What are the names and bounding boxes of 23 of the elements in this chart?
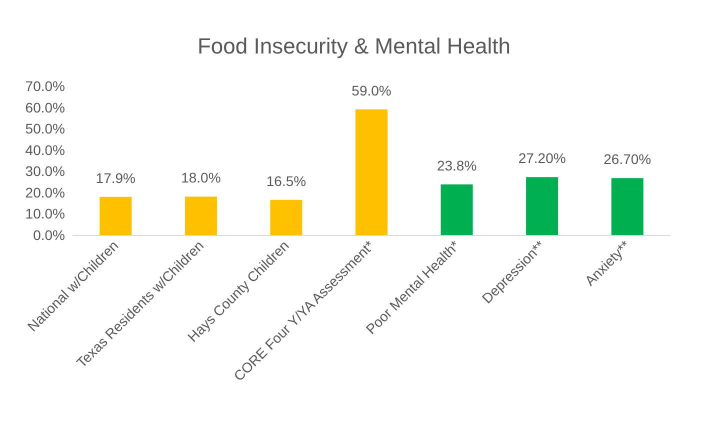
bar bbox=[270, 200, 302, 235]
data-label: 18.0% bbox=[181, 170, 221, 186]
bar bbox=[526, 177, 558, 235]
data-label: 26.70% bbox=[604, 151, 652, 168]
data-label: 17.9% bbox=[96, 170, 136, 186]
data-label: 23.8% bbox=[436, 157, 477, 174]
bar bbox=[440, 184, 473, 235]
bar bbox=[100, 196, 132, 235]
data-label: 27.20% bbox=[518, 150, 566, 166]
data-label: 16.5% bbox=[266, 172, 306, 189]
bar bbox=[184, 196, 217, 235]
chart-title: Food Insecurity & Mental Health bbox=[197, 34, 511, 58]
bar bbox=[611, 178, 644, 235]
y-tick-label: 40.0% bbox=[25, 142, 65, 158]
data-label: 59.0% bbox=[352, 82, 392, 98]
y-tick-label: 30.0% bbox=[25, 163, 65, 180]
y-tick-label: 50.0% bbox=[25, 120, 65, 137]
y-tick-label: 60.0% bbox=[25, 99, 65, 116]
y-tick-label: 20.0% bbox=[25, 184, 65, 200]
y-tick-label: 70.0% bbox=[25, 78, 65, 94]
y-tick-label: 0.0% bbox=[33, 227, 65, 243]
bar bbox=[356, 109, 388, 235]
y-tick-label: 10.0% bbox=[25, 206, 65, 222]
